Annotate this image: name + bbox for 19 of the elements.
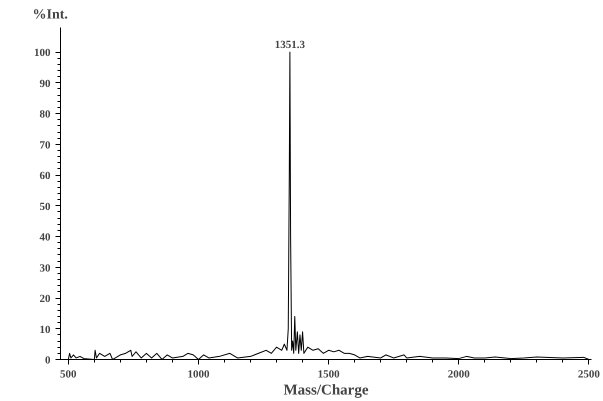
x-tick-label: 2000 xyxy=(448,368,470,380)
y-tick-label: 100 xyxy=(34,47,51,60)
y-tick-label: 30 xyxy=(40,262,51,274)
annotation: 1351.3 xyxy=(274,39,306,52)
x-tick-label: 2500 xyxy=(578,368,600,380)
y-axis-title: %Int. xyxy=(32,8,68,22)
y-tick-label: 50 xyxy=(40,200,51,213)
y-tick-label: 80 xyxy=(40,108,51,121)
y-tick-label: 70 xyxy=(40,139,51,152)
x-axis-title: Mass/Charge xyxy=(284,382,369,398)
x-tick-label: 1500 xyxy=(318,368,340,380)
y-tick-label: 60 xyxy=(40,170,51,182)
y-tick-label: 0 xyxy=(45,354,51,366)
y-tick-label: 40 xyxy=(40,232,51,244)
y-tick-label: 20 xyxy=(40,293,51,306)
x-tick-label: 500 xyxy=(60,368,78,380)
x-tick-label: 1000 xyxy=(187,368,210,380)
y-tick-label: 10 xyxy=(40,324,51,336)
y-tick-label: 90 xyxy=(40,78,51,90)
